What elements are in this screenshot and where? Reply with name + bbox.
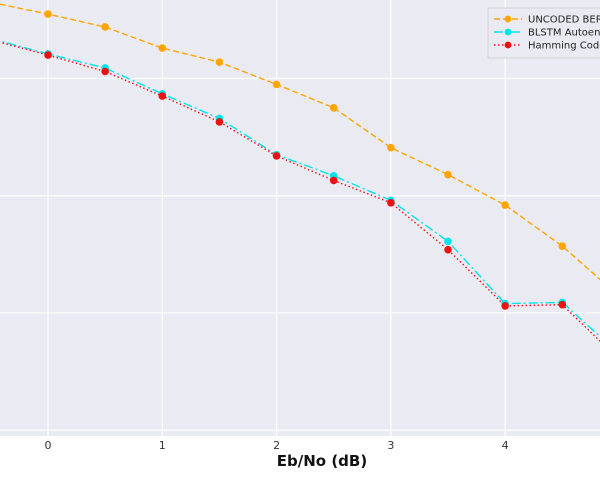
series-line (0, 40, 600, 338)
data-point (501, 201, 509, 209)
data-point (558, 300, 567, 309)
data-point (44, 51, 52, 59)
legend-marker (504, 28, 512, 36)
data-point (158, 92, 167, 100)
legend-label: BLSTM Autoencoder (528, 28, 600, 39)
series-line (0, 41, 600, 343)
data-point (272, 152, 281, 160)
x-tick-label: 3 (387, 439, 394, 452)
legend-label: UNCODED BER (528, 15, 600, 26)
data-point (101, 23, 109, 31)
data-point (44, 10, 52, 18)
data-point (329, 104, 338, 112)
legend-marker (504, 15, 512, 23)
series-0 (0, 3, 600, 281)
x-tick-label: 4 (502, 439, 509, 452)
data-point (329, 176, 338, 185)
data-point (558, 242, 567, 250)
x-tick-label: 0 (45, 439, 52, 452)
legend-label: Hamming Code (528, 41, 600, 52)
data-point (215, 58, 224, 66)
data-point (272, 80, 281, 89)
grid (0, 0, 600, 436)
x-tick-label: 1 (159, 439, 166, 452)
data-point (101, 67, 109, 76)
plot-background (0, 0, 600, 436)
x-axis-title: Eb/No (dB) (277, 452, 367, 470)
legend-marker (504, 41, 512, 49)
data-point (215, 118, 224, 126)
data-point (444, 170, 452, 179)
data-point (444, 237, 452, 246)
series-layer (0, 3, 600, 343)
x-tick-labels: 0 1 2 3 4 (45, 439, 509, 452)
data-point (387, 198, 395, 207)
data-point (387, 143, 395, 152)
legend: UNCODED BER BLSTM Autoencoder Hamming Code (487, 7, 600, 59)
series-2 (0, 41, 600, 343)
data-point (158, 44, 167, 52)
x-tick-label: 2 (273, 439, 280, 452)
data-point (501, 302, 509, 310)
data-point (444, 245, 452, 254)
series-line (0, 3, 600, 281)
